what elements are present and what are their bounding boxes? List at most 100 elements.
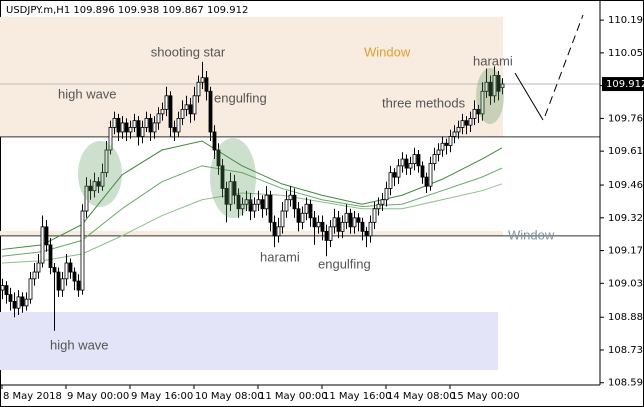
candle-body [200, 77, 205, 83]
candle-body [0, 285, 5, 291]
candle-body [192, 95, 197, 115]
candle-body [156, 113, 161, 124]
candle-body [32, 271, 37, 280]
candle-body [12, 301, 17, 309]
candle-body [44, 226, 49, 246]
candle-body [500, 83, 505, 89]
candle-body [84, 185, 89, 212]
annotation: high wave [50, 337, 109, 352]
candle-body [228, 181, 233, 205]
candle-body [132, 120, 137, 128]
candle-body [396, 165, 401, 178]
x-tick-label: 10 May 08:00 [195, 391, 264, 402]
candle-body [100, 172, 105, 187]
candle-body [268, 194, 273, 223]
candle-body [304, 203, 309, 214]
candle-body [388, 172, 393, 189]
candle-body [216, 149, 221, 167]
candle-body [72, 271, 77, 282]
candle-body [164, 95, 169, 110]
candle-body [416, 154, 421, 167]
candle-body [288, 194, 293, 201]
candle-body [316, 221, 321, 228]
candle-body [92, 181, 97, 192]
y-tick-label: 109.615 [608, 146, 644, 157]
candle-body [96, 181, 101, 187]
y-tick-label: 109.030 [608, 278, 644, 289]
candle-body [120, 122, 125, 133]
candle-body [412, 154, 417, 164]
x-tick-label: 9 May 16:00 [131, 391, 193, 402]
y-tick-label: 110.195 [608, 15, 644, 26]
highlight [210, 138, 256, 218]
highlight [78, 141, 122, 207]
candle-body [392, 172, 397, 178]
candle-body [308, 203, 313, 219]
candle-body [124, 122, 129, 133]
candle-body [188, 104, 193, 115]
y-tick-label: 108.590 [608, 378, 644, 389]
candle-body [204, 77, 209, 92]
candle-body [212, 131, 217, 151]
candle-body [332, 217, 337, 228]
y-tick-label: 108.880 [608, 312, 644, 323]
candle-body [292, 194, 297, 210]
candle-body [440, 142, 445, 151]
candle-body [300, 212, 305, 223]
candle-body [160, 108, 165, 115]
candle-body [64, 262, 69, 280]
zone [0, 16, 503, 137]
x-tick-label: 8 May 2018 [3, 391, 62, 402]
annotation: Window [508, 227, 555, 242]
price-label-box [602, 77, 644, 92]
candle-body [408, 163, 413, 169]
y-tick-label: 109.175 [608, 246, 644, 257]
candle-body [172, 127, 177, 133]
candle-body [128, 127, 133, 133]
candle-body [36, 262, 41, 273]
candle-body [232, 181, 237, 196]
candle-body [88, 185, 93, 192]
candle-body [56, 271, 61, 291]
candle-body [432, 154, 437, 164]
annotation: engulfing [214, 90, 267, 105]
candle-body [476, 108, 481, 115]
y-tick-label: 109.760 [608, 113, 644, 124]
candle-body [4, 285, 9, 296]
zone [0, 312, 498, 371]
candle-body [28, 278, 33, 300]
candle-body [424, 176, 429, 187]
candle-body [364, 230, 369, 237]
candle-body [280, 210, 285, 228]
candle-body [176, 117, 181, 133]
candle-body [136, 120, 141, 137]
candle-body [488, 81, 493, 97]
candle-body [240, 203, 245, 210]
price-label: 109.912 [606, 79, 644, 90]
candle-body [180, 108, 185, 119]
candle-body [380, 199, 385, 205]
zone [0, 230, 503, 236]
y-tick-label: 109.465 [608, 180, 644, 191]
candle-body [112, 117, 117, 128]
candle-body [376, 203, 381, 210]
candle-body [436, 149, 441, 155]
annotation: harami [473, 53, 513, 68]
candle-body [248, 199, 253, 212]
candle-body [8, 294, 13, 302]
candle-body [60, 278, 65, 291]
candle-body [348, 212, 353, 228]
candle-body [472, 108, 477, 119]
candle-body [464, 120, 469, 126]
candle-body [52, 267, 57, 273]
candle-body [336, 217, 341, 232]
moving-average [1, 183, 503, 264]
candle-body [460, 120, 465, 128]
candle-body [40, 226, 45, 264]
candle-body [360, 221, 365, 232]
annotation: harami [260, 249, 300, 264]
candle-body [24, 298, 29, 307]
candle-body [340, 221, 345, 232]
candle-body [148, 117, 153, 133]
candle-body [256, 199, 261, 205]
